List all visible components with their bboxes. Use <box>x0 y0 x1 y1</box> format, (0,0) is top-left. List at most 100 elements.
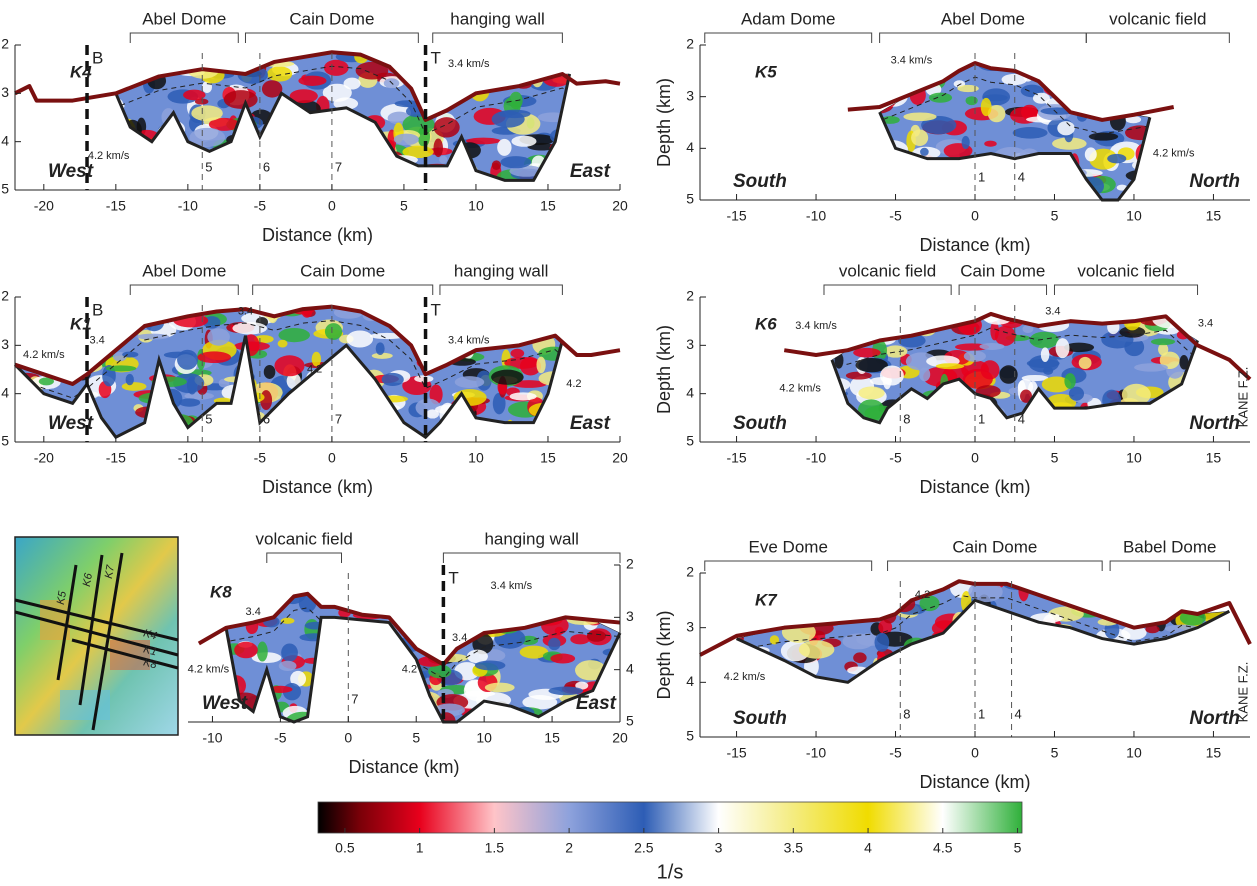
velocity-blob <box>888 695 904 710</box>
velocity-blob <box>586 630 606 642</box>
velocity-blob <box>352 647 381 657</box>
x-tick-label: -5 <box>254 198 267 214</box>
velocity-blob <box>794 47 813 57</box>
velocity-blob <box>1202 294 1215 309</box>
velocity-blob <box>753 296 765 304</box>
velocity-blob <box>446 178 477 181</box>
seafloor <box>847 61 1175 122</box>
side-label: East <box>570 413 611 434</box>
velocity-blob <box>1131 79 1150 98</box>
velocity-blob <box>990 320 999 341</box>
velocity-blob <box>15 316 30 331</box>
velocity-blob <box>224 60 257 71</box>
x-tick-label: 5 <box>412 730 420 746</box>
velocity-blob <box>414 580 431 587</box>
velocity-blob <box>1190 649 1226 660</box>
x-tick-label: -5 <box>254 450 267 466</box>
velocity-blob <box>839 600 859 612</box>
velocity-blob <box>1217 97 1240 106</box>
velocity-blob <box>782 581 799 588</box>
annotation: 3.4 <box>238 305 253 317</box>
velocity-blob <box>361 385 374 398</box>
velocity-contour <box>879 76 1150 135</box>
velocity-blob <box>303 657 323 664</box>
velocity-blob <box>232 322 268 335</box>
velocity-blob <box>749 47 759 55</box>
side-label: North <box>1189 171 1240 192</box>
x-tick-label: 10 <box>1126 450 1142 466</box>
colorbar-tick-label: 4 <box>864 840 872 856</box>
velocity-blob <box>1132 595 1165 605</box>
velocity-blob <box>1039 63 1056 70</box>
velocity-blob <box>1055 63 1073 65</box>
velocity-blob <box>488 306 515 324</box>
velocity-blob <box>345 128 355 141</box>
side-label: South <box>733 171 787 192</box>
velocity-blob <box>462 593 477 613</box>
velocity-blob <box>444 306 459 319</box>
velocity-blob <box>514 60 551 74</box>
velocity-blob <box>736 601 742 617</box>
velocity-blob <box>819 151 851 164</box>
velocity-blob <box>1168 593 1190 601</box>
velocity-blob <box>433 138 443 158</box>
velocity-blob <box>1163 185 1183 201</box>
velocity-blob <box>586 327 595 346</box>
velocity-blob <box>700 383 724 399</box>
velocity-blob <box>115 52 126 65</box>
velocity-blob <box>32 61 42 69</box>
velocity-blob <box>712 595 728 613</box>
velocity-blob <box>234 148 259 171</box>
velocity-blob <box>816 80 849 93</box>
velocity-blob <box>798 640 835 659</box>
velocity-blob <box>911 712 926 719</box>
panel-title: K6 <box>755 314 777 333</box>
velocity-blob <box>566 39 578 51</box>
velocity-blob <box>815 706 843 715</box>
velocity-blob <box>845 144 862 151</box>
velocity-blob <box>1163 313 1191 316</box>
velocity-blob <box>559 596 592 607</box>
velocity-blob <box>172 306 205 313</box>
velocity-blob <box>523 314 551 333</box>
velocity-blob <box>465 137 501 145</box>
annotation: 4.2 <box>402 664 417 676</box>
velocity-blob <box>936 712 960 732</box>
velocity-blob <box>1138 306 1164 312</box>
velocity-blob <box>214 403 241 421</box>
velocity-blob <box>577 301 605 308</box>
y-tick-label: 4 <box>686 384 694 400</box>
velocity-blob <box>945 403 956 423</box>
velocity-blob <box>1197 313 1198 318</box>
velocity-blob <box>584 356 620 374</box>
velocity-blob <box>736 581 747 588</box>
velocity-blob <box>177 349 198 370</box>
velocity-blob <box>798 401 816 408</box>
velocity-blob <box>361 565 380 571</box>
velocity-blob <box>906 72 923 84</box>
velocity-blob <box>245 159 260 172</box>
velocity-blob <box>911 681 937 683</box>
velocity-blob <box>365 404 395 426</box>
velocity-blob <box>1121 383 1151 406</box>
velocity-blob <box>316 111 336 121</box>
velocity-blob <box>727 336 745 354</box>
velocity-blob <box>395 675 410 683</box>
velocity-blob <box>528 561 563 574</box>
velocity-blob <box>776 685 806 705</box>
velocity-blob <box>1066 38 1100 56</box>
velocity-blob <box>48 335 68 349</box>
velocity-blob <box>860 313 883 315</box>
annotation: 4.2 <box>307 363 322 375</box>
velocity-blob <box>548 686 584 696</box>
velocity-blob <box>932 313 951 318</box>
velocity-blob <box>58 50 80 58</box>
velocity-blob <box>701 580 731 594</box>
velocity-blob <box>511 380 547 388</box>
velocity-blob <box>394 649 404 657</box>
velocity-blob <box>852 62 861 77</box>
velocity-blob <box>215 653 224 659</box>
velocity-blob <box>984 140 997 147</box>
velocity-blob <box>699 293 730 302</box>
x-axis-title: Distance (km) <box>919 772 1030 792</box>
